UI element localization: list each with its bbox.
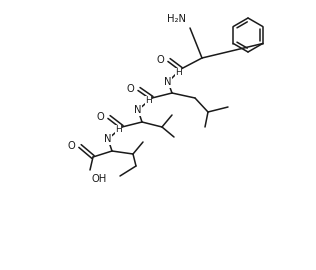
Text: H: H (175, 68, 182, 77)
Text: O: O (96, 112, 104, 122)
Text: O: O (67, 141, 75, 151)
Text: N: N (164, 77, 172, 87)
Text: H: H (145, 96, 152, 105)
Text: H₂N: H₂N (167, 14, 186, 24)
Text: N: N (134, 105, 142, 115)
Text: OH: OH (92, 174, 107, 184)
Text: H: H (115, 125, 122, 134)
Text: O: O (156, 55, 164, 65)
Text: O: O (126, 84, 134, 94)
Text: N: N (104, 134, 112, 144)
